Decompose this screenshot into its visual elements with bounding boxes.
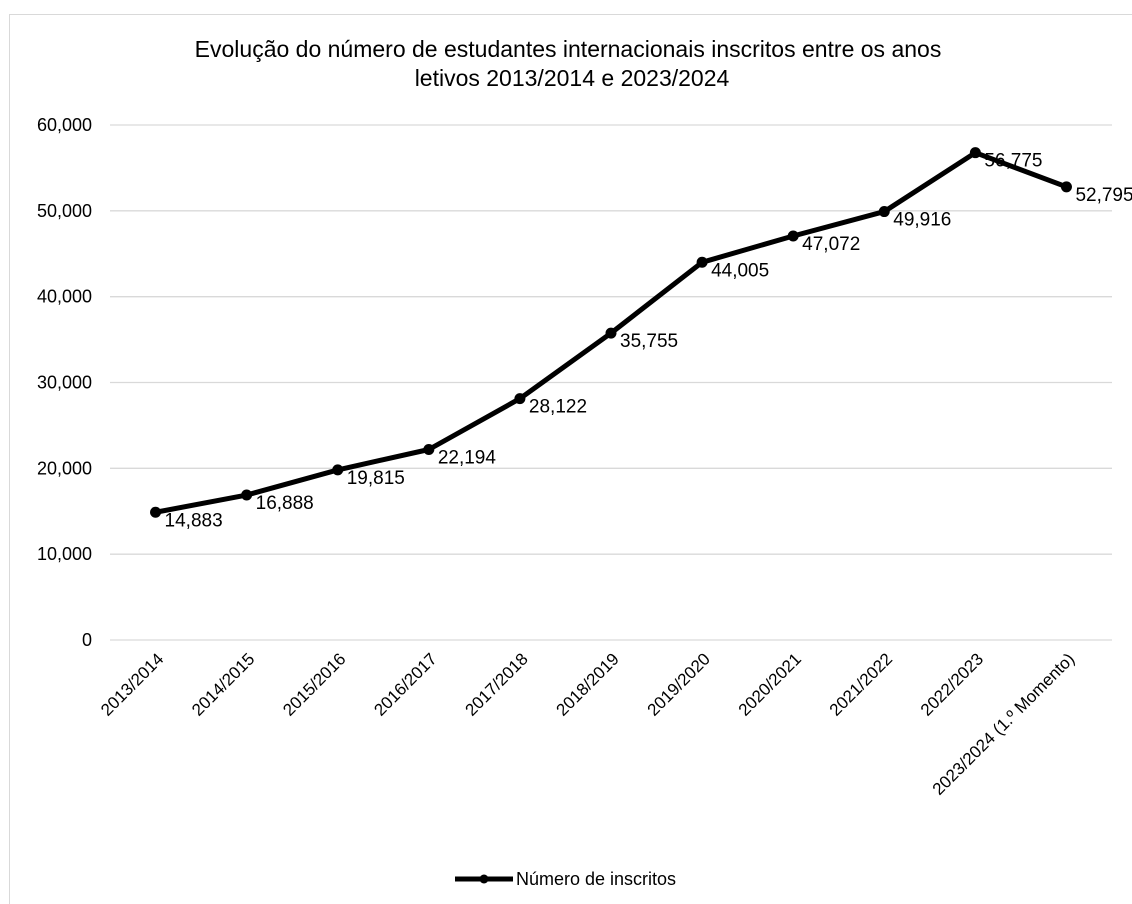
data-label: 19,815 — [347, 468, 405, 489]
y-tick-label: 40,000 — [37, 287, 92, 307]
data-point — [241, 489, 253, 501]
data-label: 35,755 — [620, 331, 678, 352]
legend: Número de inscritos — [455, 869, 676, 889]
chart-title: Evolução do número de estudantes interna… — [195, 36, 942, 91]
data-point — [605, 327, 617, 339]
gridlines — [110, 124, 1112, 641]
data-point — [150, 506, 162, 518]
series-number-de-inscritos — [150, 147, 1072, 518]
data-point — [332, 464, 344, 476]
x-tick-label: 2021/2022 — [826, 649, 896, 719]
y-tick-label: 50,000 — [37, 201, 92, 221]
data-point — [878, 206, 890, 218]
y-tick-label: 60,000 — [37, 115, 92, 135]
data-label: 14,883 — [165, 510, 223, 531]
x-tick-label: 2016/2017 — [370, 649, 440, 719]
x-tick-label: 2013/2014 — [97, 649, 167, 719]
x-tick-label: 2018/2019 — [553, 649, 623, 719]
data-point — [696, 256, 708, 268]
legend-label: Número de inscritos — [516, 869, 676, 889]
data-label: 56,775 — [984, 151, 1042, 172]
legend-marker — [479, 874, 489, 884]
data-point — [514, 393, 526, 405]
y-tick-label: 30,000 — [37, 373, 92, 393]
x-tick-label: 2019/2020 — [644, 649, 714, 719]
data-label: 28,122 — [529, 397, 587, 418]
data-point — [969, 147, 981, 159]
y-tick-label: 10,000 — [37, 544, 92, 564]
chart-frame — [9, 14, 1132, 904]
data-point — [1060, 181, 1072, 193]
data-label: 49,916 — [893, 210, 951, 231]
data-labels: 14,883 16,888 19,815 22,194 28,122 35,755 44,0… — [165, 151, 1132, 532]
data-label: 16,888 — [256, 493, 314, 514]
x-axis-ticks: 2013/2014 2014/2015 2015/2016 2016/2017 2017… — [97, 649, 1078, 798]
data-label: 47,072 — [802, 234, 860, 255]
x-tick-label: 2014/2015 — [188, 649, 258, 719]
x-tick-label: 2017/2018 — [461, 649, 531, 719]
x-tick-label: 2020/2021 — [735, 649, 805, 719]
x-tick-label: 2022/2023 — [917, 649, 987, 719]
y-tick-label: 0 — [82, 630, 92, 650]
data-label: 44,005 — [711, 260, 769, 281]
data-label: 22,194 — [438, 448, 497, 469]
data-point — [787, 230, 799, 242]
y-tick-label: 20,000 — [37, 458, 92, 478]
data-point — [423, 444, 435, 456]
chart-title-line-2: letivos 2013/2014 e 2023/2024 — [415, 65, 730, 91]
y-axis-ticks: 0 10,000 20,000 30,000 40,000 50,000 60,000 — [37, 115, 92, 650]
data-label: 52,795 — [1075, 185, 1132, 206]
chart-title-line-1: Evolução do número de estudantes interna… — [195, 36, 942, 62]
x-tick-label: 2015/2016 — [279, 649, 349, 719]
